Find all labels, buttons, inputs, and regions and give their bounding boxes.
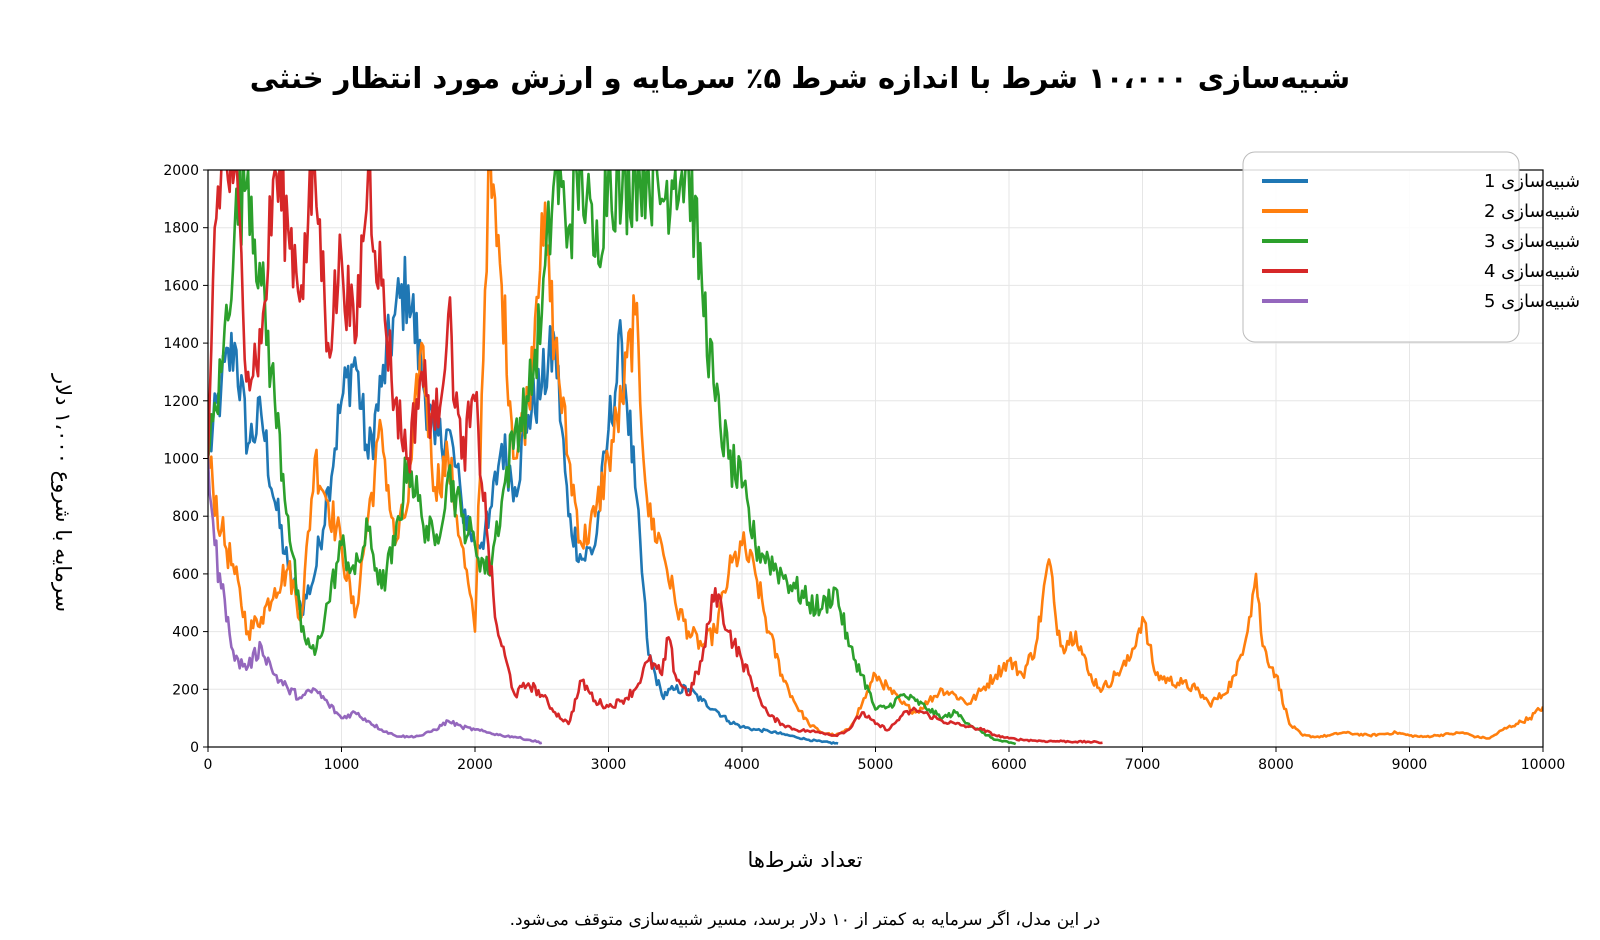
- chart-title: شبیه‌سازی ۱۰،۰۰۰ شرط با اندازه شرط ۵٪ سر…: [250, 61, 1350, 95]
- series-line-3: [208, 170, 1017, 746]
- x-tick-label: 5000: [858, 757, 894, 773]
- x-axis: 0 1000 2000 3000 4000 5000 6000 7000 8000 9000 100…: [204, 747, 1566, 773]
- x-tick-label: 1000: [324, 757, 360, 773]
- series-layer: [208, 170, 1543, 746]
- x-tick-label: 6000: [991, 757, 1027, 773]
- x-tick-label: 3000: [591, 757, 627, 773]
- legend-label-5: شبیه‌سازی 5: [1484, 291, 1580, 312]
- y-tick-label: 1200: [163, 394, 199, 410]
- series-line-4: [208, 170, 1103, 745]
- legend-box: [1242, 151, 1520, 343]
- x-axis-label: تعداد شرط‌ها: [748, 848, 863, 872]
- x-tick-label: 2000: [457, 757, 493, 773]
- x-tick-label: 9000: [1392, 757, 1428, 773]
- y-axis-label: سرمایه با شروع ۱،۰۰۰ دلار: [51, 373, 75, 612]
- x-tick-label: 0: [204, 757, 213, 773]
- legend-label-3: شبیه‌سازی 3: [1484, 231, 1580, 252]
- legend-label-4: شبیه‌سازی 4: [1484, 261, 1580, 282]
- legend: شبیه‌سازی 1 شبیه‌سازی 2 شبیه‌سازی 3 شبیه‌سا…: [1242, 151, 1580, 343]
- y-tick-label: 400: [172, 625, 199, 641]
- y-tick-label: 1800: [163, 221, 199, 237]
- x-tick-label: 8000: [1258, 757, 1294, 773]
- x-tick-label: 7000: [1125, 757, 1161, 773]
- footnote: در این مدل، اگر سرمایه به کمتر از ۱۰ دلا…: [510, 909, 1101, 930]
- y-tick-label: 1400: [163, 336, 199, 352]
- y-tick-label: 600: [172, 567, 199, 583]
- x-tick-label: 10000: [1521, 757, 1566, 773]
- series-line-5: [208, 458, 543, 745]
- y-axis: 0 200 400 600 800 1000 1200 1400 1600 1800 2000: [163, 163, 208, 756]
- legend-label-2: شبیه‌سازی 2: [1484, 201, 1580, 222]
- y-tick-label: 1600: [163, 278, 199, 294]
- y-tick-label: 2000: [163, 163, 199, 179]
- y-tick-label: 0: [190, 740, 199, 756]
- y-tick-label: 200: [172, 682, 199, 698]
- y-tick-label: 800: [172, 509, 199, 525]
- y-tick-label: 1000: [163, 452, 199, 468]
- legend-label-1: شبیه‌سازی 1: [1484, 171, 1580, 192]
- x-tick-label: 4000: [724, 757, 760, 773]
